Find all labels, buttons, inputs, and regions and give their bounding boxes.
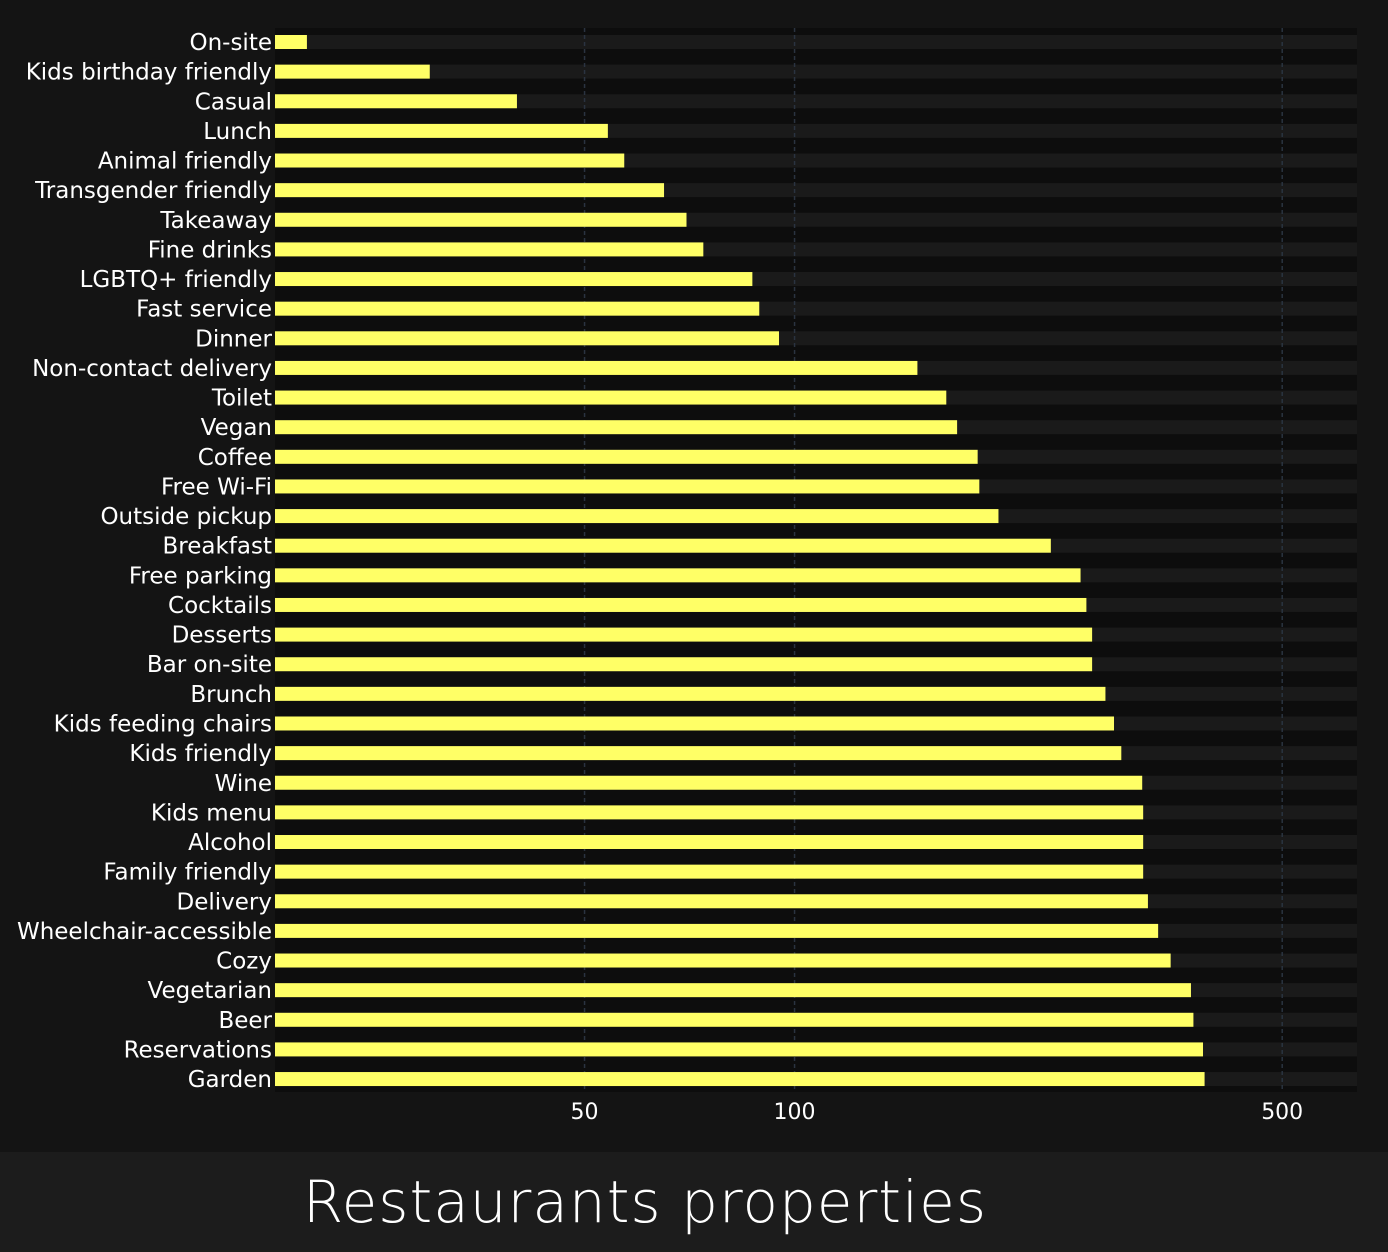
category-label: Takeaway	[159, 208, 272, 234]
category-label: Lunch	[203, 119, 272, 145]
bar	[275, 479, 980, 494]
bar	[275, 835, 1144, 850]
category-label: Desserts	[172, 623, 272, 649]
category-label: Kids friendly	[129, 741, 272, 767]
category-label: Outside pickup	[100, 504, 272, 530]
category-label: Non-contact delivery	[32, 356, 272, 382]
category-label: Kids birthday friendly	[26, 60, 272, 86]
bar	[275, 864, 1144, 879]
category-label: Reservations	[124, 1037, 272, 1063]
bar	[275, 775, 1143, 790]
category-label: Free Wi-Fi	[161, 474, 272, 500]
category-label: Beer	[218, 1008, 272, 1034]
grid-lines	[583, 28, 1283, 1092]
bar	[275, 538, 1051, 553]
bar	[275, 597, 1087, 612]
category-label: LGBTQ+ friendly	[80, 267, 272, 293]
bar	[275, 1012, 1194, 1027]
category-label: Wine	[215, 771, 272, 797]
bar	[275, 331, 780, 346]
bar	[275, 746, 1122, 761]
bar	[275, 153, 625, 168]
bar	[275, 1072, 1205, 1087]
category-label: Transgender friendly	[34, 178, 272, 204]
bar	[275, 390, 947, 405]
bar	[275, 123, 608, 138]
category-label: Kids feeding chairs	[54, 711, 272, 737]
bar-chart: On-site Kids birthday friendly Casual Lunch…	[17, 28, 1357, 1125]
category-label: Free parking	[129, 563, 272, 589]
bar	[275, 509, 999, 524]
bar	[275, 953, 1171, 968]
category-label: Fast service	[136, 297, 272, 323]
bar	[275, 360, 918, 375]
category-label: Coffee	[198, 445, 272, 471]
category-label: Delivery	[177, 889, 272, 915]
bar	[275, 716, 1115, 731]
category-label: Cocktails	[168, 593, 272, 619]
bars	[275, 35, 1205, 1087]
row-band	[275, 94, 1357, 109]
plot-area-background	[275, 28, 1357, 1092]
category-label: Alcohol	[188, 830, 272, 856]
bar	[275, 894, 1148, 909]
category-label: Wheelchair-accessible	[17, 919, 272, 945]
category-label: Vegetarian	[148, 978, 272, 1004]
bar	[275, 1042, 1204, 1057]
category-label: Animal friendly	[98, 149, 272, 175]
bar	[275, 420, 958, 435]
category-label: Family friendly	[103, 860, 272, 886]
bar	[275, 923, 1159, 938]
bar	[275, 805, 1144, 820]
category-label: Bar on-site	[147, 652, 272, 678]
bar	[275, 183, 665, 198]
bar	[275, 568, 1081, 583]
category-label: Cozy	[216, 949, 272, 975]
bar	[275, 212, 687, 227]
bar	[275, 983, 1191, 998]
x-tick-label: 50	[571, 1100, 599, 1125]
bar	[275, 35, 307, 49]
bar	[275, 686, 1106, 701]
bar	[275, 242, 704, 257]
x-tick-label: 500	[1261, 1100, 1303, 1125]
bar	[275, 301, 760, 316]
category-label: Brunch	[190, 682, 272, 708]
category-label: Vegan	[201, 415, 272, 441]
bar	[275, 627, 1093, 642]
row-band	[275, 64, 1357, 79]
category-label: Toilet	[211, 386, 272, 412]
category-label: On-site	[189, 30, 272, 56]
bar	[275, 94, 517, 109]
category-label: Fine drinks	[148, 237, 272, 263]
category-label: Breakfast	[163, 534, 273, 560]
category-labels: On-site Kids birthday friendly Casual Lunch…	[17, 30, 273, 1093]
x-tick-label: 100	[774, 1100, 816, 1125]
category-label: Casual	[195, 89, 272, 115]
category-label: Garden	[188, 1067, 272, 1093]
category-label: Kids menu	[151, 800, 272, 826]
chart-caption: Restaurants properties	[302, 1168, 988, 1236]
bar	[275, 272, 753, 287]
caption-band	[0, 1152, 1388, 1252]
row-band	[275, 35, 1357, 49]
bar	[275, 64, 430, 79]
bar	[275, 657, 1093, 672]
x-axis-ticks: 50 100 500	[571, 1100, 1304, 1125]
bar	[275, 449, 978, 464]
category-label: Dinner	[195, 326, 272, 352]
